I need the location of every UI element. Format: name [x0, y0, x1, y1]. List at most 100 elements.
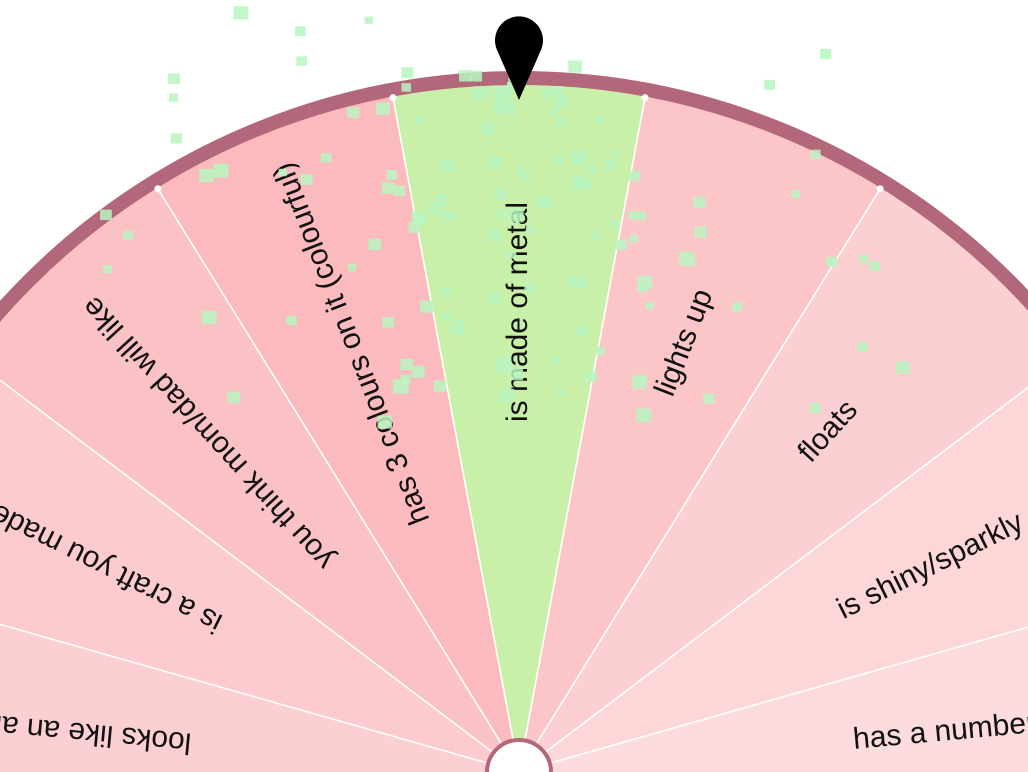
- confetti-piece: [473, 86, 489, 100]
- confetti-piece: [596, 346, 606, 355]
- confetti-piece: [393, 185, 406, 197]
- confetti-piece: [488, 229, 502, 242]
- confetti-piece: [494, 85, 511, 100]
- confetti-piece: [400, 358, 414, 371]
- confetti-piece: [401, 67, 414, 79]
- confetti-piece: [571, 150, 588, 165]
- confetti-piece: [439, 160, 455, 174]
- confetti-piece: [411, 211, 427, 226]
- confetti-piece: [441, 312, 451, 321]
- confetti-piece: [810, 149, 821, 159]
- confetti-piece: [588, 166, 597, 175]
- segment-label: is made of metal: [501, 202, 534, 422]
- confetti-piece: [820, 49, 832, 60]
- confetti-piece: [628, 170, 640, 181]
- confetti: [100, 6, 910, 429]
- confetti-piece: [566, 277, 577, 287]
- confetti-piece: [556, 117, 566, 126]
- confetti-piece: [895, 361, 910, 374]
- confetti-piece: [525, 225, 536, 235]
- confetti-piece: [572, 174, 588, 189]
- confetti-piece: [381, 182, 395, 194]
- confetti-piece: [732, 302, 743, 312]
- confetti-piece: [486, 156, 502, 170]
- confetti-piece: [233, 6, 249, 20]
- wheel-pegs: [154, 94, 884, 193]
- confetti-piece: [347, 263, 357, 272]
- confetti-piece: [199, 168, 214, 182]
- confetti-piece: [679, 252, 695, 267]
- wheel-segment: [518, 386, 1028, 772]
- wheel-peg: [389, 94, 397, 102]
- confetti-piece: [584, 371, 598, 383]
- confetti-piece: [556, 388, 565, 396]
- confetti-piece: [296, 56, 307, 66]
- confetti-piece: [694, 226, 707, 238]
- confetti-piece: [459, 70, 472, 82]
- confetti-piece: [508, 209, 524, 223]
- confetti-piece: [595, 117, 605, 125]
- confetti-piece: [628, 211, 638, 220]
- confetti-piece: [295, 26, 306, 37]
- confetti-piece: [286, 315, 297, 326]
- confetti-piece: [386, 170, 398, 180]
- confetti-piece: [517, 167, 526, 175]
- wheel-peg: [154, 185, 162, 193]
- confetti-piece: [859, 255, 869, 264]
- wheel-peg: [641, 94, 649, 102]
- confetti-piece: [415, 116, 424, 124]
- confetti-piece: [549, 106, 560, 115]
- confetti-piece: [615, 239, 627, 250]
- confetti-piece: [791, 190, 800, 199]
- confetti-piece: [450, 320, 466, 335]
- wheel-hub[interactable]: [485, 738, 553, 772]
- confetti-piece: [509, 368, 524, 381]
- confetti-piece: [524, 281, 536, 292]
- confetti-piece: [703, 393, 715, 404]
- confetti-piece: [100, 209, 112, 221]
- confetti-piece: [123, 230, 134, 240]
- confetti-piece: [551, 355, 562, 365]
- confetti-piece: [400, 374, 411, 384]
- confetti-piece: [435, 193, 450, 206]
- confetti-piece: [613, 149, 622, 158]
- confetti-piece: [856, 342, 869, 353]
- wheel-segment: [518, 626, 1028, 772]
- confetti-piece: [604, 160, 615, 171]
- confetti-piece: [170, 133, 183, 144]
- confetti-piece: [201, 311, 217, 325]
- confetti-piece: [609, 220, 620, 229]
- confetti-piece: [536, 196, 551, 210]
- confetti-piece: [429, 202, 442, 214]
- confetti-piece: [376, 102, 390, 115]
- confetti-piece: [168, 93, 178, 102]
- confetti-piece: [420, 300, 434, 313]
- confetti-piece: [493, 101, 507, 114]
- confetti-piece: [411, 365, 425, 378]
- map-pin-icon: [495, 16, 543, 101]
- confetti-piece: [507, 250, 517, 259]
- confetti-piece: [568, 60, 582, 73]
- confetti-piece: [522, 172, 532, 181]
- confetti-piece: [168, 73, 180, 85]
- confetti-piece: [637, 284, 647, 293]
- confetti-piece: [809, 403, 821, 414]
- confetti-piece: [377, 415, 392, 429]
- confetti-piece: [408, 222, 420, 233]
- confetti-piece: [382, 317, 394, 328]
- confetti-piece: [554, 155, 565, 164]
- confetti-piece: [320, 153, 332, 163]
- confetti-piece: [575, 326, 588, 337]
- confetti-piece: [497, 209, 508, 219]
- confetti-piece: [550, 86, 563, 97]
- confetti-piece: [227, 391, 241, 404]
- confetti-piece: [826, 256, 838, 267]
- confetti-piece: [433, 380, 447, 392]
- confetti-piece: [574, 277, 587, 289]
- confetti-piece: [636, 211, 647, 221]
- confetti-piece: [869, 260, 880, 271]
- confetti-piece: [103, 265, 112, 274]
- confetti-piece: [487, 291, 501, 304]
